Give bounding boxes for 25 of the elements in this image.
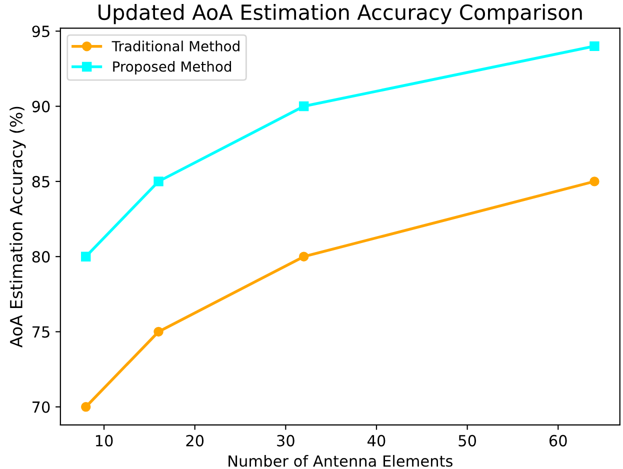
y-tick-label: 70 <box>32 401 50 413</box>
point <box>590 41 600 52</box>
legend-label: Traditional Method <box>112 40 240 52</box>
y-tick-label: 75 <box>32 326 50 338</box>
point <box>154 326 164 337</box>
y-tick-label: 80 <box>32 251 50 263</box>
y-tick-label: 90 <box>32 100 50 112</box>
x-tick-label: 60 <box>549 434 567 446</box>
y-tick-label: 85 <box>32 176 50 188</box>
x-tick-label: 10 <box>96 434 113 446</box>
point <box>154 176 164 186</box>
x-tick-label: 30 <box>277 434 294 446</box>
point <box>590 176 600 186</box>
x-axis-title: Number of Antenna Elements <box>228 454 452 467</box>
chart-title: Updated AoA Estimation Accuracy Comparison <box>98 4 582 24</box>
y-tick-label: 95 <box>32 26 50 38</box>
x-tick-label: 50 <box>458 434 476 446</box>
point <box>298 101 309 112</box>
point <box>81 402 91 412</box>
x-tick-label: 20 <box>186 434 204 446</box>
legend-label: Proposed Method <box>113 61 231 74</box>
x-tick-label: 40 <box>368 434 386 446</box>
point <box>298 252 309 262</box>
point <box>81 252 91 262</box>
y-axis-title: AoA Estimation Accuracy (%) <box>10 106 26 348</box>
